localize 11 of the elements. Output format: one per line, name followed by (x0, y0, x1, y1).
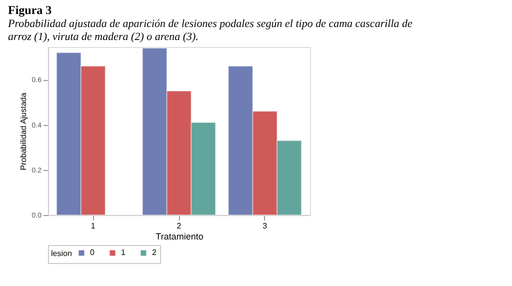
legend-label: 1 (121, 248, 126, 257)
chart-subtitle: Probabilidad ajustada de aparición de lesiones podales según el tipo de cama cascarilla de arroz (1), viruta de madera (2) o arena (3). (7, 18, 413, 43)
x-tick-label: 3 (262, 222, 268, 230)
x-tick-label: 1 (90, 222, 96, 230)
x-tick-label: 2 (176, 222, 182, 230)
y-axis-title: Probabilidad Ajustada (18, 92, 28, 170)
x-axis-title: Tratamiento (156, 232, 204, 242)
legend-label: 2 (152, 248, 157, 257)
legend-label: 0 (90, 248, 95, 257)
legend-title: lesion (51, 249, 72, 258)
chart-title: Figura 3 (8, 3, 52, 17)
